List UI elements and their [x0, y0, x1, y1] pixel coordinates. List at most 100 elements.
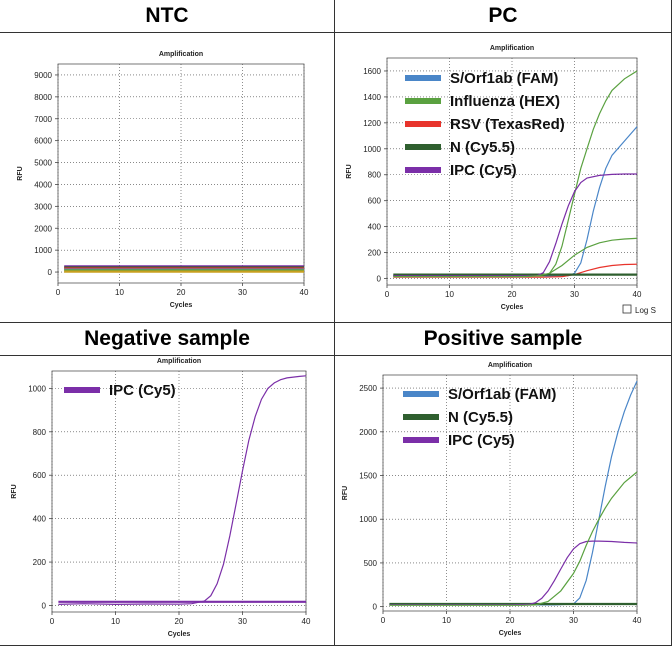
y-tick-label: 9000	[34, 71, 52, 80]
y-axis-label: RFU	[346, 164, 353, 178]
y-tick-label: 400	[33, 515, 47, 524]
y-tick-label: 600	[33, 471, 47, 480]
chart-pc: Amplification020040060080010001200140016…	[346, 45, 656, 315]
x-axis-label: Cycles	[499, 630, 522, 637]
legend-label: N (Cy5.5)	[448, 409, 513, 426]
x-tick-label: 40	[300, 288, 309, 297]
x-tick-label: 20	[506, 616, 515, 625]
panel-title: Negative sample	[84, 327, 250, 350]
y-tick-label: 2000	[34, 224, 52, 233]
x-tick-label: 30	[569, 616, 578, 625]
series-line	[58, 375, 307, 606]
panel-positive-sample: Positive sample Amplification 0 500 1000 150…	[335, 323, 672, 646]
panel-title: Positive sample	[423, 327, 583, 350]
x-tick-label: 30	[570, 290, 579, 299]
legend-label: IPC (Cy5)	[450, 162, 517, 179]
panel-header-divider	[0, 355, 334, 356]
y-tick-label: 5000	[34, 159, 52, 168]
y-tick-label: 0	[373, 603, 378, 612]
legend-label: IPC (Cy5)	[448, 432, 515, 449]
panel-title: NTC	[145, 4, 189, 27]
y-tick-label: 800	[368, 171, 382, 180]
series-line	[393, 126, 638, 277]
y-tick-label: 1500	[359, 472, 377, 481]
y-tick-label: 0	[48, 268, 53, 277]
x-tick-label: 10	[445, 290, 454, 299]
y-tick-label: 0	[42, 601, 47, 610]
y-tick-label: 1000	[359, 515, 377, 524]
legend-label: S/Orf1ab (FAM)	[450, 70, 558, 87]
y-tick-label: 600	[368, 197, 382, 206]
x-axis-label: Cycles	[170, 302, 193, 309]
legend-swatch	[405, 75, 441, 81]
legend-label: Influenza (HEX)	[450, 93, 560, 110]
y-tick-label: 1000	[34, 246, 52, 255]
y-tick-label: 0	[377, 275, 382, 284]
y-tick-label: 2000	[359, 428, 377, 437]
y-tick-label: 1600	[363, 67, 381, 76]
y-tick-label: 1000	[28, 384, 46, 393]
log-scale-checkbox[interactable]	[622, 304, 632, 314]
chart-title: Amplification	[488, 362, 532, 369]
legend-swatch	[405, 167, 441, 173]
x-tick-label: 10	[442, 616, 451, 625]
series-line	[393, 263, 638, 278]
panel-header-divider	[335, 355, 671, 356]
legend-swatch	[64, 387, 100, 393]
chart-title: Amplification	[490, 45, 534, 52]
y-tick-label: 8000	[34, 93, 52, 102]
x-tick-label: 30	[238, 288, 247, 297]
panel-pc: PC Amplification 0 200 400 600 800 1000 1200 140…	[335, 0, 672, 323]
legend-label: IPC (Cy5)	[109, 382, 176, 399]
y-tick-label: 200	[33, 558, 47, 567]
y-axis-label: RFU	[17, 166, 24, 180]
legend-swatch	[405, 121, 441, 127]
panel-header-divider	[335, 32, 671, 33]
legend-swatch	[405, 144, 441, 150]
panel-negative-sample: Negative sample Amplification 0 200 400 600 8…	[0, 323, 335, 646]
legend-swatch	[403, 391, 439, 397]
panel-title: PC	[488, 4, 518, 27]
y-tick-label: 1000	[363, 145, 381, 154]
x-tick-label: 30	[238, 617, 247, 626]
y-axis-label: RFU	[11, 484, 18, 498]
y-tick-label: 800	[33, 428, 47, 437]
y-tick-label: 200	[368, 249, 382, 258]
y-tick-label: 1200	[363, 119, 381, 128]
series-line	[393, 237, 638, 278]
x-tick-label: 40	[302, 617, 311, 626]
series-line	[389, 471, 638, 606]
y-tick-label: 6000	[34, 137, 52, 146]
panel-ntc: NTC Amplification 0 1000 2000 3000 4000 5000 60…	[0, 0, 335, 323]
legend-swatch	[405, 98, 441, 104]
y-tick-label: 4000	[34, 180, 52, 189]
y-tick-label: 7000	[34, 115, 52, 124]
y-tick-label: 500	[364, 559, 378, 568]
panel-header-divider	[0, 32, 334, 33]
y-axis-label: RFU	[342, 486, 349, 500]
log-scale-label: Log S	[635, 306, 656, 315]
x-tick-label: 0	[56, 288, 61, 297]
x-tick-label: 10	[115, 288, 124, 297]
legend-label: S/Orf1ab (FAM)	[448, 386, 556, 403]
x-tick-label: 20	[175, 617, 184, 626]
chart-ntc: Amplification 0 1000 2000 3000 4000 5000 6000 70…	[17, 51, 309, 309]
legend-swatch	[403, 414, 439, 420]
series-line	[393, 173, 637, 277]
y-tick-label: 400	[368, 223, 382, 232]
x-tick-label: 20	[508, 290, 517, 299]
x-tick-label: 0	[50, 617, 55, 626]
y-tick-label: 2500	[359, 384, 377, 393]
x-tick-label: 40	[633, 290, 642, 299]
series-line	[389, 540, 638, 606]
legend-swatch	[403, 437, 439, 443]
x-tick-label: 10	[111, 617, 120, 626]
y-tick-label: 3000	[34, 202, 52, 211]
chart-title: Amplification	[157, 358, 201, 365]
chart-negative-sample: Amplification 0 200 400 600 800 1000 0 10 20 30 40 C…	[11, 358, 311, 638]
x-axis-label: Cycles	[168, 631, 191, 638]
x-tick-label: 0	[385, 290, 390, 299]
legend-label: RSV (TexasRed)	[450, 116, 565, 133]
x-tick-label: 20	[177, 288, 186, 297]
x-axis-label: Cycles	[501, 304, 524, 311]
